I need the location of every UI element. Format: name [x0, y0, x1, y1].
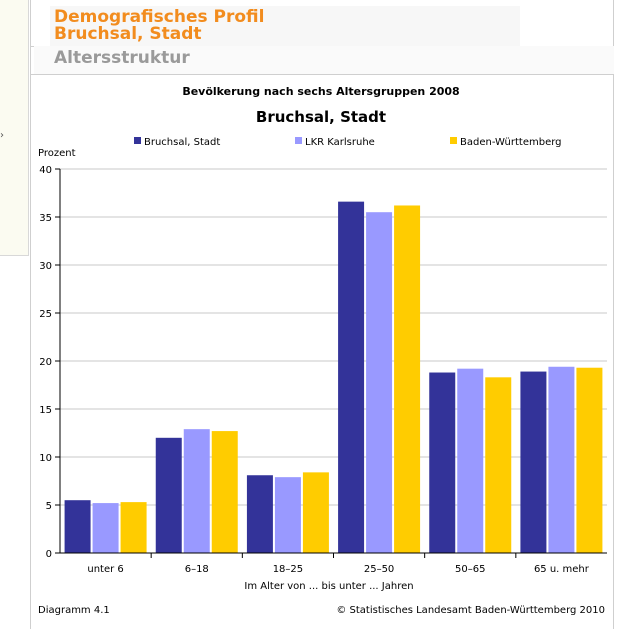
- y-tick-label: 10: [39, 453, 52, 464]
- bar: [429, 372, 456, 553]
- y-tick-label: 5: [46, 501, 52, 512]
- bar: [520, 371, 547, 553]
- bar: [120, 502, 147, 553]
- bar: [211, 431, 238, 553]
- bar: [394, 205, 421, 554]
- left-divider: [30, 0, 31, 629]
- bar: [246, 475, 273, 553]
- title-background: [50, 6, 520, 46]
- bar: [366, 212, 393, 553]
- y-tick-label: 35: [39, 213, 52, 224]
- y-tick-label: 25: [39, 309, 52, 320]
- y-tick-label: 20: [39, 357, 52, 368]
- page-title: Demografisches Profil: [54, 7, 265, 27]
- legend-swatch: [450, 137, 457, 144]
- legend-label: Baden-Württemberg: [460, 137, 562, 148]
- x-tick-label: 65 u. mehr: [534, 564, 590, 575]
- bar: [485, 377, 512, 553]
- section-background: [34, 46, 614, 74]
- right-divider: [613, 0, 614, 629]
- page-subtitle: Bruchsal, Stadt: [54, 24, 202, 44]
- bar: [457, 368, 484, 553]
- bar: [155, 437, 182, 553]
- left-side-panel: [0, 0, 29, 256]
- y-tick-label: 15: [39, 405, 52, 416]
- x-tick-label: 18–25: [273, 564, 303, 575]
- bar: [338, 201, 365, 553]
- x-tick-label: 6–18: [185, 564, 209, 575]
- x-tick-label: unter 6: [87, 564, 123, 575]
- bar: [302, 472, 329, 553]
- x-tick-label: 50–65: [455, 564, 485, 575]
- bar: [576, 367, 603, 553]
- bar: [64, 500, 91, 553]
- bar: [92, 503, 119, 553]
- section-divider: [30, 74, 614, 75]
- y-tick-label: 0: [46, 549, 52, 560]
- footer-diagram-number: Diagramm 4.1: [38, 605, 110, 616]
- x-tick-label: 25–50: [364, 564, 394, 575]
- x-axis-label: Im Alter von ... bis unter ... Jahren: [244, 581, 413, 592]
- y-axis-label: Prozent: [38, 148, 76, 159]
- chart-subtitle: Bruchsal, Stadt: [256, 108, 386, 126]
- bar: [274, 477, 301, 553]
- footer-copyright: © Statistisches Landesamt Baden-Württemb…: [336, 605, 605, 616]
- bar: [183, 429, 210, 553]
- legend-swatch: [295, 137, 302, 144]
- legend-swatch: [134, 137, 141, 144]
- chart-title: Bevölkerung nach sechs Altersgruppen 200…: [182, 85, 459, 98]
- legend-label: LKR Karlsruhe: [305, 137, 375, 148]
- legend-label: Bruchsal, Stadt: [144, 137, 220, 148]
- bar: [548, 366, 575, 553]
- section-heading: Altersstruktur: [54, 48, 190, 68]
- left-edge-marker: ›: [0, 130, 4, 141]
- y-tick-label: 30: [39, 261, 52, 272]
- y-tick-label: 40: [39, 165, 52, 176]
